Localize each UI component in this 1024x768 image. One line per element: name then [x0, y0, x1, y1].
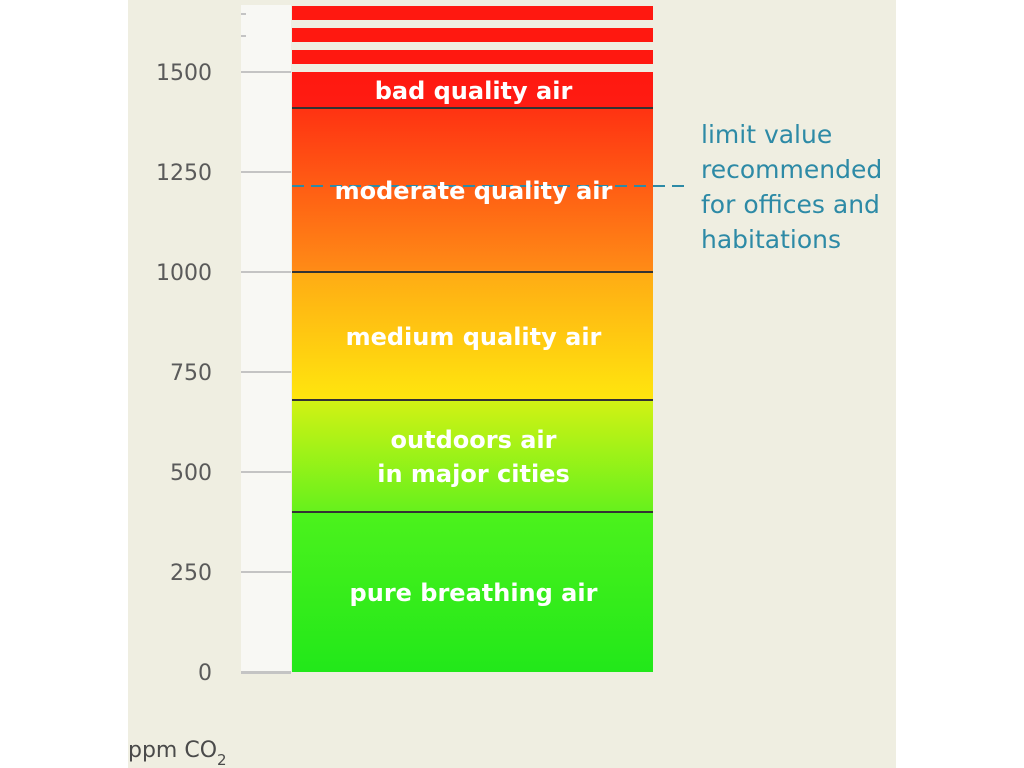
band-outdoors-air-in-major-cities: [292, 400, 653, 512]
y-tick-label-1000: 1000: [156, 261, 212, 286]
y-tick-label-250: 250: [170, 561, 212, 586]
band-medium-quality-air: [292, 272, 653, 400]
y-tick-label-1250: 1250: [156, 161, 212, 186]
band-moderate-quality-air: [292, 108, 653, 272]
band-label: outdoors air: [391, 426, 557, 454]
band-pure-breathing-air: [292, 512, 653, 672]
band-label: medium quality air: [346, 323, 602, 351]
y-tick-label-1500: 1500: [156, 61, 212, 86]
overflow-stripe: [292, 50, 653, 64]
band-label: moderate quality air: [335, 177, 613, 205]
band-bad-quality-air: [292, 72, 653, 108]
band-labels: pure breathing air outdoors air in major c…: [335, 77, 613, 607]
reference-label: limit value: [701, 120, 832, 149]
y-tick-label-500: 500: [170, 461, 212, 486]
y-unit-label: ppm CO2: [128, 738, 227, 768]
co2-chart: 0 250 500 750 1000 1250 1500 limit value recomm…: [128, 5, 882, 768]
overflow-stripe: [292, 28, 653, 42]
y-ticks: 0 250 500 750 1000 1250 1500: [156, 13, 291, 686]
co2-bands: [292, 6, 653, 672]
y-tick-label-0: 0: [198, 661, 212, 686]
reference-label: habitations: [701, 225, 841, 254]
band-label: in major cities: [377, 460, 570, 488]
reference-label: recommended: [701, 155, 882, 184]
axis-strip: [241, 5, 291, 673]
band-label: bad quality air: [375, 77, 573, 105]
y-tick-label-750: 750: [170, 361, 212, 386]
chart-panel: 0 250 500 750 1000 1250 1500 limit value recomm…: [128, 0, 896, 768]
overflow-stripe: [292, 6, 653, 20]
band-label: pure breathing air: [350, 579, 598, 607]
reference-layer: limit value recommended for offices and hab…: [292, 120, 882, 254]
reference-label: for offices and: [701, 190, 880, 219]
